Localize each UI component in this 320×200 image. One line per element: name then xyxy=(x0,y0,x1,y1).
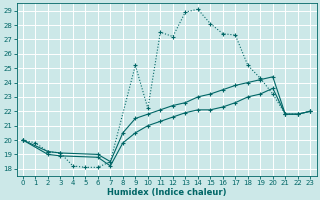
X-axis label: Humidex (Indice chaleur): Humidex (Indice chaleur) xyxy=(107,188,226,197)
